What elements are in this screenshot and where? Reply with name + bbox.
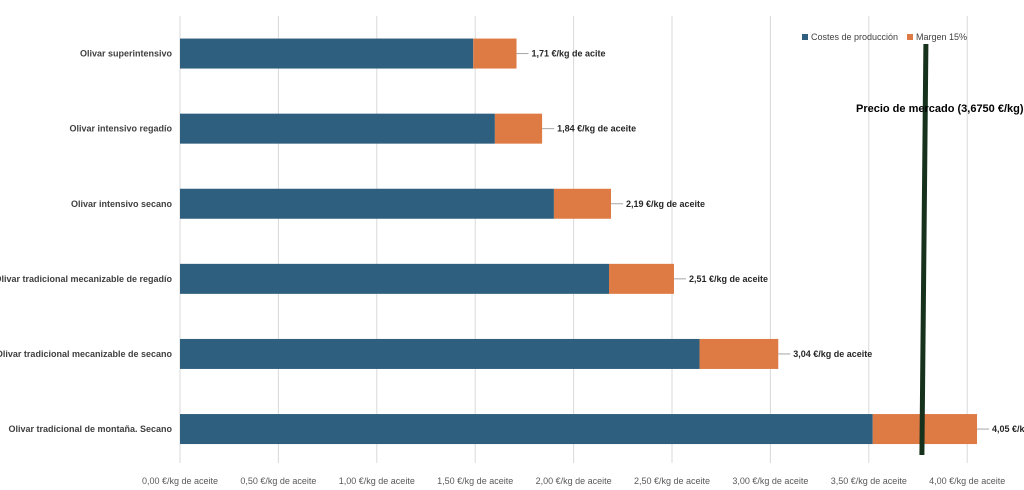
bar-costes	[180, 338, 700, 369]
legend: Costes de producción Margen 15%	[802, 32, 967, 42]
bar-margen	[699, 338, 779, 369]
bar-margen	[609, 263, 674, 294]
bar-margen	[872, 414, 978, 445]
category-label: Olivar tradicional mecanizable de regadí…	[0, 274, 173, 284]
bar-margen	[553, 188, 611, 219]
market-price-line	[919, 43, 929, 456]
category-label: Olivar intensivo secano	[71, 199, 173, 209]
data-label: 1,71 €/kg de acite	[532, 49, 606, 59]
bar-margen	[473, 38, 517, 69]
data-label: 1,84 €/kg de aceite	[557, 124, 636, 134]
category-labels: Olivar superintensivo Olivar intensivo re…	[0, 49, 173, 434]
data-label: 2,19 €/kg de aceite	[626, 199, 705, 209]
data-label-leaders	[516, 53, 990, 430]
bar-margen	[494, 113, 543, 144]
category-label: Olivar superintensivo	[80, 49, 173, 59]
legend-swatch-costes	[802, 34, 808, 40]
bar-costes	[180, 263, 610, 294]
x-tick-label: 0,00 €/kg de aceite	[142, 476, 218, 486]
bar-costes	[180, 113, 495, 144]
x-tick-label: 2,00 €/kg de aceite	[536, 476, 612, 486]
category-label: Olivar tradicional mecanizable de secano	[0, 349, 172, 359]
gridlines	[179, 16, 968, 463]
x-tick-label: 1,50 €/kg de aceite	[437, 476, 513, 486]
data-label: 4,05 €/kg de aciete	[992, 424, 1024, 434]
bar-costes	[180, 188, 554, 219]
reference-line-group: Precio de mercado (3,6750 €/kg)	[856, 43, 1024, 456]
bar-costes	[180, 38, 474, 69]
x-tick-label: 2,50 €/kg de aceite	[634, 476, 710, 486]
x-tick-label: 0,50 €/kg de aceite	[240, 476, 316, 486]
data-label: 3,04 €/kg de aceite	[793, 349, 872, 359]
bar-series	[180, 38, 978, 445]
data-label: 2,51 €/kg de aceite	[689, 274, 768, 284]
x-tick-label: 1,00 €/kg de aceite	[339, 476, 415, 486]
x-tick-label: 3,50 €/kg de aceite	[831, 476, 907, 486]
category-label: Olivar tradicional de montaña. Secano	[8, 424, 172, 434]
market-price-label: Precio de mercado (3,6750 €/kg)	[856, 103, 1024, 115]
x-tick-label: 3,00 €/kg de aceite	[732, 476, 808, 486]
legend-label-costes: Costes de producción	[811, 32, 898, 42]
bar-costes	[180, 414, 873, 445]
category-label: Olivar intensivo regadío	[69, 124, 172, 134]
data-labels: 1,71 €/kg de acite 1,84 €/kg de aceite 2,1…	[532, 49, 1024, 434]
x-axis-tick-labels: 0,00 €/kg de aceite 0,50 €/kg de aceite 1,…	[142, 476, 1005, 486]
x-tick-label: 4,00 €/kg de aceite	[929, 476, 1005, 486]
legend-label-margen: Margen 15%	[916, 32, 967, 42]
legend-swatch-margen	[907, 34, 913, 40]
